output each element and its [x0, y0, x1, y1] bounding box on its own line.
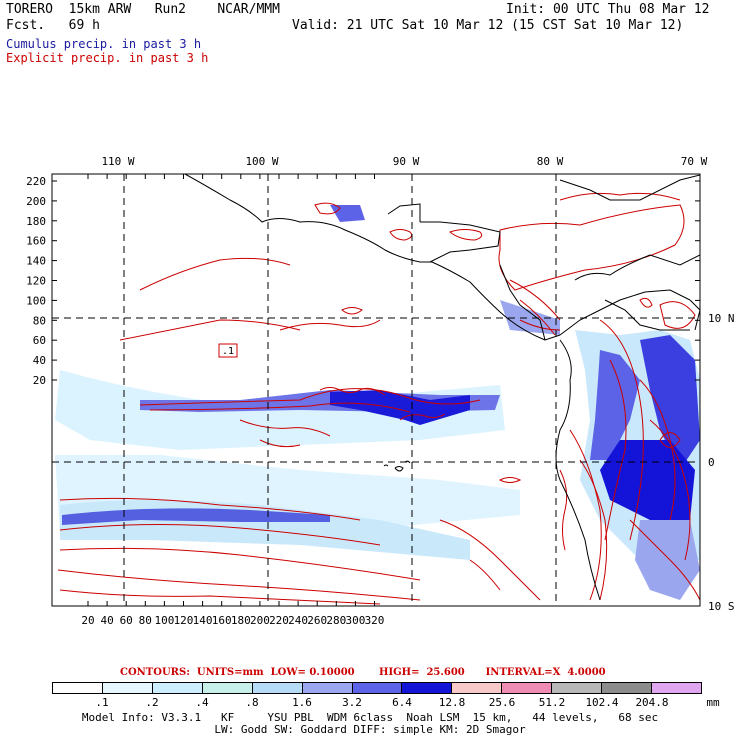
lon-label: 100 W: [245, 155, 278, 168]
colorbar-label: 102.4: [585, 696, 619, 709]
y-tick-label: 60: [33, 334, 46, 347]
x-tick-label: 140: [193, 614, 213, 627]
lat-lon-grid: [52, 174, 700, 606]
x-tick-label: 280: [326, 614, 346, 627]
colorbar-label: .8: [245, 696, 259, 709]
colorbar-swatch: [152, 683, 203, 693]
x-tick-label: 200: [250, 614, 270, 627]
forecast-hour: Fcst. 69 h: [6, 18, 100, 33]
colorbar-swatch: [552, 683, 603, 693]
x-tick-label: 320: [365, 614, 385, 627]
colorbar-label: 51.2: [538, 696, 566, 709]
y-tick-label: 20: [33, 374, 46, 387]
coastlines: [184, 174, 700, 601]
colorbar-label: .4: [195, 696, 209, 709]
x-tick-label: 80: [139, 614, 152, 627]
lon-label: 90 W: [393, 155, 420, 168]
x-tick-label: 240: [288, 614, 308, 627]
run-title: TORERO 15km ARW Run2 NCAR/MMM: [6, 2, 280, 17]
colorbar-label: 1.6: [292, 696, 312, 709]
map-frame: [51, 173, 701, 607]
y-tick-label: 140: [26, 255, 46, 268]
colorbar-swatch: [602, 683, 653, 693]
x-tick-label: 120: [174, 614, 194, 627]
x-tick-label: 20: [81, 614, 94, 627]
colorbar-swatch: [402, 683, 453, 693]
lat-label: 10 N: [708, 312, 735, 325]
colorbar-label: 204.8: [635, 696, 669, 709]
colorbar-swatch: [102, 683, 153, 693]
y-tick-label: 40: [33, 354, 46, 367]
x-tick-label: 160: [212, 614, 232, 627]
x-tick-label: 40: [100, 614, 113, 627]
colorbar-label: 25.6: [488, 696, 516, 709]
y-tick-label: 200: [26, 195, 46, 208]
colorbar-swatch: [502, 683, 553, 693]
cumulus-precip-field: [55, 205, 700, 600]
colorbar-units: mm: [706, 696, 720, 709]
y-tick-label: 220: [26, 175, 46, 188]
colorbar-swatch: [202, 683, 253, 693]
lon-label: 70 W: [681, 155, 708, 168]
colorbar-label: .1: [95, 696, 109, 709]
y-tick-label: 80: [33, 314, 46, 327]
map-field: [55, 174, 700, 605]
contour-label: .1: [222, 346, 234, 357]
colorbar: [52, 682, 702, 694]
model-physics: LW: Godd SW: Goddard DIFF: simple KM: 2D…: [214, 723, 526, 736]
x-tick-label: 220: [269, 614, 289, 627]
colorbar-label: 3.2: [342, 696, 362, 709]
lat-label: 0: [708, 456, 715, 469]
explicit-precip-contours: [57, 192, 700, 605]
model-info: Model Info: V3.3.1 KF YSU PBL WDM 6class…: [81, 711, 659, 724]
colorbar-swatch: [53, 683, 103, 693]
colorbar-swatch: [252, 683, 303, 693]
lon-label: 80 W: [537, 155, 564, 168]
colorbar-swatch: [452, 683, 503, 693]
y-tick-label: 180: [26, 215, 46, 228]
x-tick-label: 300: [345, 614, 365, 627]
colorbar-label: 12.8: [438, 696, 466, 709]
x-tick-label: 180: [231, 614, 251, 627]
cumulus-legend-label: Cumulus precip. in past 3 h: [6, 37, 202, 51]
colorbar-title: CONTOURS: UNITS=mm LOW= 0.10000 HIGH= 25…: [120, 667, 606, 678]
y-tick-label: 100: [26, 294, 46, 307]
valid-time: Valid: 21 UTC Sat 10 Mar 12 (15 CST Sat …: [292, 18, 684, 33]
lat-label: 10 S: [708, 600, 735, 613]
y-tick-label: 120: [26, 275, 46, 288]
x-tick-label: 100: [154, 614, 174, 627]
explicit-legend-label: Explicit precip. in past 3 h: [6, 51, 209, 65]
colorbar-swatch: [302, 683, 353, 693]
x-tick-label: 260: [307, 614, 327, 627]
init-time: Init: 00 UTC Thu 08 Mar 12: [506, 2, 710, 17]
contour-label-box: [218, 343, 238, 358]
colorbar-label: 6.4: [392, 696, 412, 709]
y-tick-label: 160: [26, 235, 46, 248]
x-tick-label: 60: [120, 614, 133, 627]
colorbar-swatch: [352, 683, 403, 693]
lon-label: 110 W: [101, 155, 134, 168]
colorbar-label: .2: [145, 696, 159, 709]
colorbar-swatch: [652, 683, 701, 693]
